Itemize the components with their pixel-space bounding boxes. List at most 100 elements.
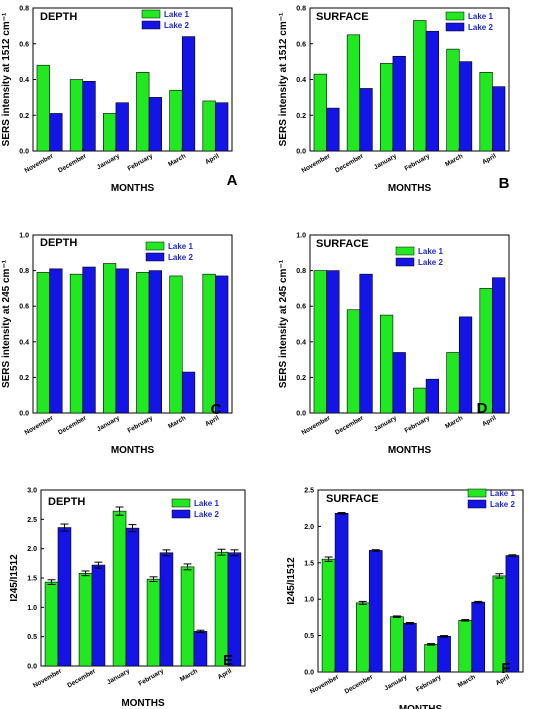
y-tick-label: 0.5 — [304, 633, 314, 640]
x-tick-label: January — [96, 152, 121, 171]
x-tick-label: March — [179, 668, 199, 684]
y-tick-label: 0.4 — [19, 77, 29, 84]
legend-label: Lake 2 — [418, 258, 443, 267]
legend-swatch — [467, 499, 487, 509]
bar-lake-2-november — [334, 512, 349, 673]
chart-panel-a: 0.0 0.2 0.4 0.6 0.8 November December January Fe… — [1, 6, 238, 195]
x-tick-label: February — [137, 667, 165, 687]
bar-lake-2-december — [368, 550, 383, 673]
panel-letter: C — [211, 401, 222, 418]
panel-letter: E — [223, 652, 233, 669]
bar-lake-1-november — [313, 270, 327, 414]
bar-lake-2-december — [359, 273, 373, 414]
legend-label: Lake 2 — [194, 510, 219, 519]
bar-lake-1-march — [446, 48, 460, 152]
y-tick-label: 1.5 — [27, 576, 37, 583]
legend-label: Lake 2 — [468, 23, 493, 32]
y-tick-label: 2.5 — [27, 517, 37, 524]
bar-lake-2-april — [505, 555, 520, 673]
bar-lake-1-february — [424, 644, 438, 673]
y-tick-label: 1.5 — [304, 560, 314, 567]
x-tick-label: April — [204, 153, 220, 167]
bar-lake-1-january — [103, 113, 117, 152]
bar-lake-2-january — [392, 352, 406, 414]
panel-letter: B — [499, 175, 510, 192]
x-axis-label: MONTHS — [399, 704, 443, 709]
y-tick-label: 0.6 — [19, 41, 29, 48]
y-tick-label: 0.6 — [19, 304, 29, 311]
bar-lake-1-november — [36, 64, 50, 152]
y-tick-label: 0.0 — [304, 670, 314, 677]
legend-label: Lake 2 — [490, 500, 515, 509]
panel-letter: A — [227, 172, 238, 189]
y-tick-label: 0.8 — [19, 6, 29, 13]
x-tick-label: March — [444, 415, 464, 431]
bar-lake-2-january — [115, 268, 129, 414]
x-tick-label: February — [415, 673, 443, 693]
x-tick-label: December — [66, 667, 97, 689]
bar-lake-1-january — [380, 63, 394, 152]
legend-label: Lake 1 — [168, 242, 193, 251]
x-tick-label: January — [373, 152, 398, 171]
bar-lake-1-february — [136, 272, 150, 414]
bar-lake-2-november — [326, 270, 340, 414]
x-tick-label: January — [383, 673, 408, 692]
bar-lake-1-april — [479, 288, 493, 414]
bar-lake-2-november — [49, 113, 63, 152]
chart-panel-b: 0.0 0.2 0.4 0.6 0.8 November December January Fe… — [278, 6, 510, 195]
bar-lake-1-february — [146, 578, 161, 667]
bar-lake-1-january — [390, 616, 404, 673]
panel-letter: D — [477, 400, 488, 417]
x-tick-label: November — [24, 152, 55, 174]
x-tick-label: March — [444, 153, 464, 169]
bar-lake-2-january — [125, 527, 140, 667]
legend-swatch — [395, 246, 415, 256]
chart-title: SURFACE — [316, 11, 369, 23]
plot-frame — [32, 7, 233, 152]
bar-lake-1-december — [69, 273, 84, 414]
y-axis-label: SERS intensity at 245 cm⁻¹ — [1, 259, 12, 388]
x-tick-label: February — [126, 414, 154, 434]
y-tick-label: 0.0 — [19, 411, 29, 418]
y-tick-label: 0.2 — [296, 375, 306, 382]
bar-lake-2-january — [392, 55, 406, 152]
y-tick-label: 0.2 — [296, 113, 306, 120]
x-tick-label: March — [457, 674, 477, 690]
x-tick-label: January — [106, 667, 131, 686]
y-tick-label: 0.8 — [296, 268, 306, 275]
bar-lake-1-december — [355, 602, 370, 673]
y-tick-label: 2.0 — [27, 546, 37, 553]
bar-lake-1-january — [380, 314, 394, 414]
x-axis-label: MONTHS — [111, 445, 155, 456]
chart-panel-d: 0.0 0.2 0.4 0.6 0.8 1.0 November December Januar… — [278, 233, 510, 456]
legend-label: Lake 1 — [194, 499, 219, 508]
x-axis-label: MONTHS — [121, 698, 165, 709]
legend-swatch — [171, 509, 191, 519]
chart-panel-e: 0.0 0.5 1.0 1.5 2.0 2.5 3.0 November December Jan… — [9, 488, 246, 709]
y-tick-label: 0.0 — [27, 664, 37, 671]
bar-lake-2-february — [148, 270, 162, 414]
bar-lake-1-november — [321, 558, 336, 673]
bar-lake-1-april — [214, 551, 229, 667]
bar-lake-1-november — [36, 272, 50, 414]
bar-lake-2-april — [492, 86, 506, 152]
x-tick-label: March — [167, 153, 187, 169]
bar-lake-1-december — [78, 573, 93, 667]
legend-label: Lake 1 — [468, 12, 493, 21]
bar-lake-2-march — [471, 601, 486, 673]
bar-lake-1-november — [313, 73, 327, 152]
legend-swatch — [141, 20, 161, 30]
bar-lake-1-april — [492, 575, 507, 673]
x-tick-label: April — [481, 153, 497, 167]
y-tick-label: 0.0 — [19, 149, 29, 156]
legend-label: Lake 2 — [164, 21, 189, 30]
y-tick-label: 0.2 — [19, 375, 29, 382]
bar-lake-2-march — [458, 316, 473, 414]
y-tick-label: 0.6 — [296, 304, 306, 311]
chart-title: SURFACE — [316, 238, 369, 250]
bar-lake-1-april — [202, 273, 216, 414]
y-tick-label: 0.5 — [27, 634, 37, 641]
y-axis-label: SERS intensity at 1512 cm⁻¹ — [278, 12, 289, 146]
legend-swatch — [467, 488, 487, 498]
y-axis-label: I245/I1512 — [286, 557, 297, 605]
